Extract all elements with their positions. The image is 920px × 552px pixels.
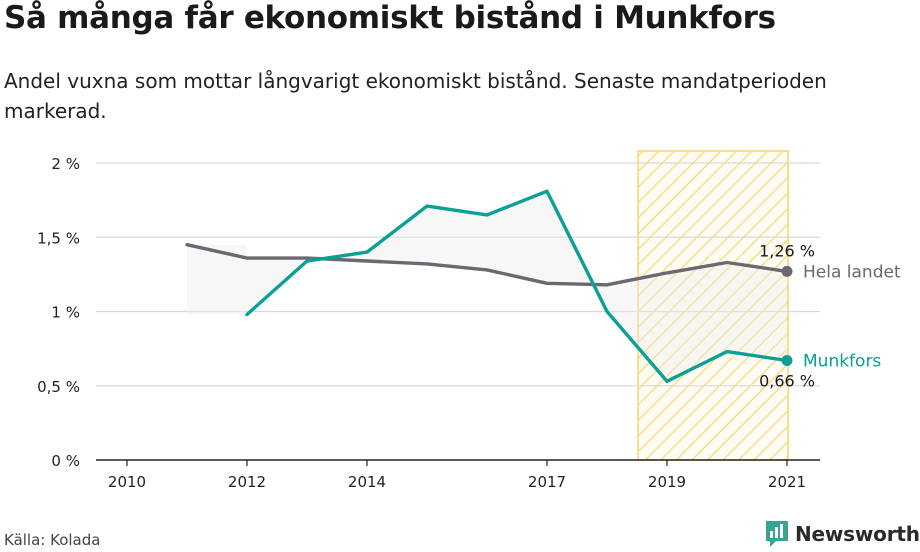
highlight-period [637,150,789,461]
series-name-label: Munkfors [803,352,881,372]
series-value-label: 1,26 % [759,241,815,260]
chart-subtitle: Andel vuxna som mottar långvarigt ekonom… [4,69,827,123]
x-tick-label: 2012 [228,473,266,491]
y-tick-label: 2 % [51,155,80,173]
series-end-point [781,265,793,277]
series-line-munkfors [245,189,789,383]
x-tick-label: 2019 [648,473,686,491]
source-note: Källa: Kolada [4,531,101,549]
newsworthy-logo-icon [766,521,788,547]
series-line-hela-landet [185,242,789,287]
series-value-label: 0,66 % [759,372,815,391]
area-between-series [247,191,787,382]
x-tick-label: 2014 [348,473,386,491]
y-tick-label: 1,5 % [37,229,80,247]
y-tick-label: 1 % [51,304,80,322]
series-name-label: Hela landet [803,262,901,282]
x-tick-label: 2021 [768,473,806,491]
brand-name: Newsworthy [795,522,920,546]
chart-title: Så många får ekonomiskt bistånd i Munkfo… [4,0,776,36]
y-tick-label: 0,5 % [37,378,80,396]
series-end-point [781,355,793,367]
x-tick-label: 2017 [528,473,566,491]
x-tick-label: 2010 [108,473,146,491]
newsworthy-logo: Newsworthy [764,518,920,550]
y-tick-label: 0 % [51,452,80,470]
